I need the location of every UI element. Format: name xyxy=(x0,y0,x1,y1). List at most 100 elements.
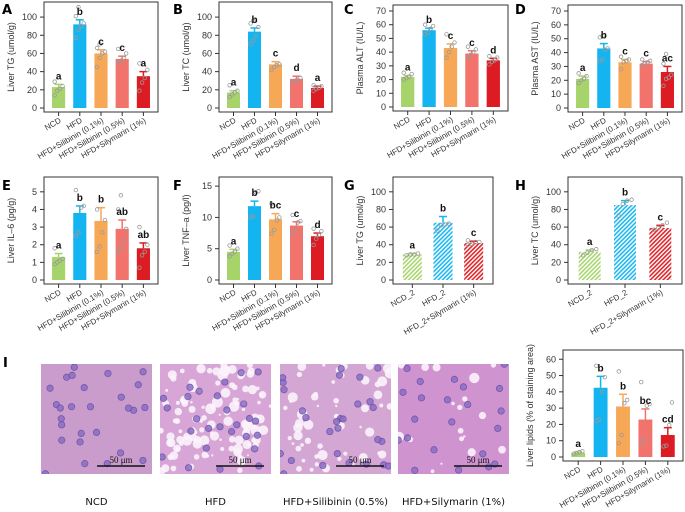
data-point xyxy=(118,193,124,198)
data-point xyxy=(584,73,589,79)
nucleus xyxy=(46,384,54,392)
y-tick-label: 0 xyxy=(556,103,561,113)
fat-vacuole xyxy=(317,443,323,449)
fat-vacuole xyxy=(432,364,441,372)
nucleus xyxy=(416,377,424,386)
data-point xyxy=(666,75,671,80)
data-point xyxy=(142,75,147,81)
y-tick-label: 100 xyxy=(371,187,386,197)
data-point xyxy=(471,49,476,55)
data-point xyxy=(73,233,79,239)
y-tick-label: 20 xyxy=(551,75,561,85)
significance-letter: c xyxy=(658,212,664,223)
data-point xyxy=(52,246,57,251)
data-point xyxy=(139,80,145,85)
nucleus xyxy=(245,414,254,423)
data-point xyxy=(277,215,282,220)
nucleus xyxy=(339,415,347,423)
data-point xyxy=(256,188,261,194)
data-point xyxy=(248,21,253,26)
data-point xyxy=(425,30,430,36)
data-point xyxy=(76,230,81,235)
nucleus xyxy=(251,445,259,453)
data-point xyxy=(465,238,471,243)
nucleus xyxy=(369,403,377,412)
data-point xyxy=(616,369,622,374)
data-point xyxy=(60,256,65,262)
data-point xyxy=(477,239,482,245)
data-point xyxy=(73,13,79,19)
data-point xyxy=(594,363,599,368)
data-point xyxy=(406,74,412,80)
fat-vacuole xyxy=(179,368,185,374)
nucleus xyxy=(280,374,287,382)
fat-vacuole xyxy=(233,448,242,457)
histology-panel: I 50 μm NCD 50 μm HFD 50 μm HFD+Silibinin (0.… xyxy=(3,356,509,508)
data-point xyxy=(60,83,65,89)
data-point xyxy=(97,55,102,61)
y-tick-label: 40 xyxy=(27,67,37,77)
nucleus xyxy=(252,417,260,425)
fat-vacuole xyxy=(172,418,178,424)
data-point xyxy=(290,212,295,218)
y-axis-label: Liver TG (umol/g) xyxy=(355,196,365,266)
y-tick-label: 3 xyxy=(32,222,37,232)
data-point xyxy=(409,71,414,77)
bar xyxy=(578,251,601,280)
nucleus xyxy=(221,378,229,386)
significance-letter: c xyxy=(294,209,300,220)
nucleus xyxy=(77,429,85,438)
y-tick-label: 50 xyxy=(546,371,556,381)
fat-vacuole xyxy=(246,364,253,369)
fat-vacuole xyxy=(218,413,221,416)
data-point xyxy=(580,253,586,258)
nucleus xyxy=(333,449,341,458)
fat-vacuole xyxy=(223,416,233,426)
nucleus xyxy=(70,364,78,371)
fat-vacuole xyxy=(304,437,312,444)
significance-letter: a xyxy=(231,236,237,247)
fat-vacuole xyxy=(343,451,348,456)
nucleus xyxy=(202,444,210,452)
data-point xyxy=(664,220,670,225)
bar xyxy=(571,452,586,457)
data-point xyxy=(580,449,585,454)
y-axis-label: Plasma AST (IU/L) xyxy=(530,21,540,95)
data-point xyxy=(76,4,81,10)
fat-vacuole xyxy=(287,435,292,441)
panel-letter-E: E xyxy=(2,179,11,194)
bar xyxy=(268,64,283,108)
nucleus xyxy=(337,364,345,373)
data-point xyxy=(250,213,256,219)
data-point xyxy=(123,51,129,56)
fat-vacuole xyxy=(333,397,339,404)
nucleus xyxy=(80,383,88,392)
fat-vacuole xyxy=(316,404,320,408)
fat-vacuole xyxy=(294,418,304,428)
y-tick-label: 30 xyxy=(546,403,556,413)
nucleus xyxy=(216,423,224,431)
data-point xyxy=(599,389,605,395)
data-point xyxy=(594,246,599,252)
fat-vacuole xyxy=(247,367,255,375)
fat-vacuole xyxy=(293,430,303,441)
nucleus xyxy=(430,446,438,454)
y-tick-label: 100 xyxy=(546,187,561,197)
data-point xyxy=(235,246,240,251)
image-caption: HFD+Silymarin (1%) xyxy=(402,497,505,508)
data-point xyxy=(430,23,436,29)
significance-letter: a xyxy=(575,439,581,450)
significance-letter: c xyxy=(471,228,477,239)
data-point xyxy=(669,72,674,77)
data-point xyxy=(487,54,492,59)
x-tick-label: NCD xyxy=(218,116,238,133)
fat-vacuole xyxy=(167,453,174,461)
fat-vacuole xyxy=(220,446,225,452)
y-tick-label: 20 xyxy=(27,85,37,95)
fat-vacuole xyxy=(287,392,298,403)
data-point xyxy=(94,45,100,51)
nucleus xyxy=(411,466,419,474)
histology-image: 50 μm HFD+Silibinin (0.5%) xyxy=(280,364,391,508)
bar xyxy=(443,48,458,107)
data-point xyxy=(123,226,129,232)
